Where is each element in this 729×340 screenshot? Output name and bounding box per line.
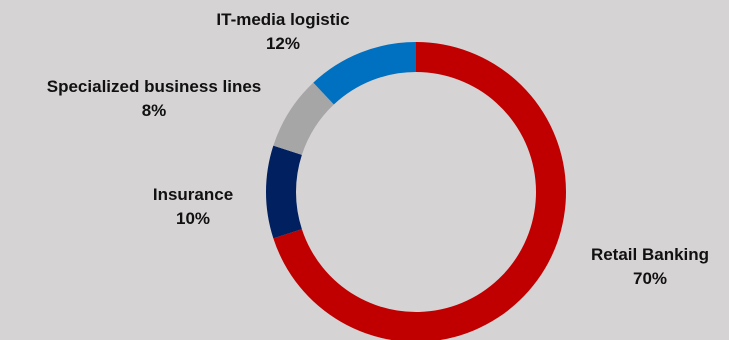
slice-value-retail-banking: 70% — [632, 269, 668, 288]
slice-label-insurance: Insurance 10% — [153, 183, 233, 231]
donut-slice-insurance — [265, 145, 302, 239]
slice-label-retail-banking: Retail Banking 70% — [591, 243, 709, 291]
slice-name-retail-banking: Retail Banking — [590, 245, 710, 264]
slice-value-specialized-business-lines: 8% — [141, 101, 167, 120]
slice-name-it-media-logistic: IT-media logistic — [216, 10, 350, 29]
donut-slice-it-media-logistic — [313, 42, 416, 105]
slice-value-it-media-logistic: 12% — [265, 34, 301, 53]
slice-name-specialized-business-lines: Specialized business lines — [46, 77, 262, 96]
slice-label-specialized-business-lines: Specialized business lines 8% — [47, 75, 261, 123]
slice-name-insurance: Insurance — [152, 185, 234, 204]
slice-label-it-media-logistic: IT-media logistic 12% — [216, 8, 349, 56]
donut-slice-specialized-business-lines — [273, 82, 334, 155]
slice-value-insurance: 10% — [175, 209, 211, 228]
